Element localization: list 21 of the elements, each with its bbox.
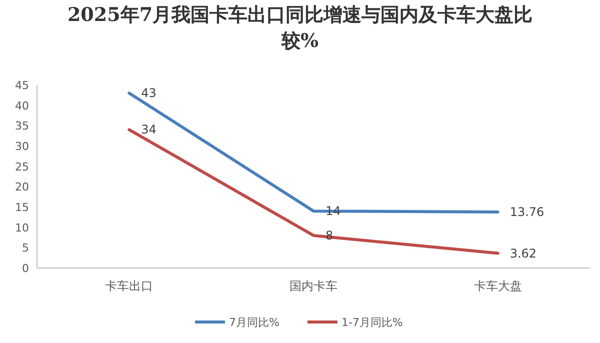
data-label: 34 <box>141 122 156 137</box>
y-tick-label: 15 <box>15 201 29 214</box>
data-label: 43 <box>141 86 156 100</box>
y-tick-label: 45 <box>15 79 29 92</box>
y-tick-label: 20 <box>15 180 29 194</box>
y-tick-label: 5 <box>22 242 29 255</box>
legend-label: 7月同比% <box>229 316 280 329</box>
chart-title: 2025年7月我国卡车出口同比增速与国内及卡车大盘比较% <box>66 3 534 54</box>
data-label: 13.76 <box>510 205 544 220</box>
y-tick-label: 35 <box>15 120 29 133</box>
data-label: 8 <box>326 228 334 242</box>
y-tick-label: 40 <box>15 99 29 112</box>
y-tick-label: 10 <box>15 221 29 234</box>
x-tick-label: 卡车大盘 <box>474 279 522 293</box>
x-tick-label: 国内卡车 <box>290 279 338 293</box>
legend-label: 1-7月同比% <box>341 316 403 329</box>
y-tick-label: 25 <box>15 160 29 174</box>
y-tick-label: 30 <box>15 140 29 153</box>
x-tick-label: 卡车出口 <box>105 279 154 293</box>
y-tick-label: 0 <box>22 262 29 275</box>
data-label: 3.62 <box>510 246 537 260</box>
